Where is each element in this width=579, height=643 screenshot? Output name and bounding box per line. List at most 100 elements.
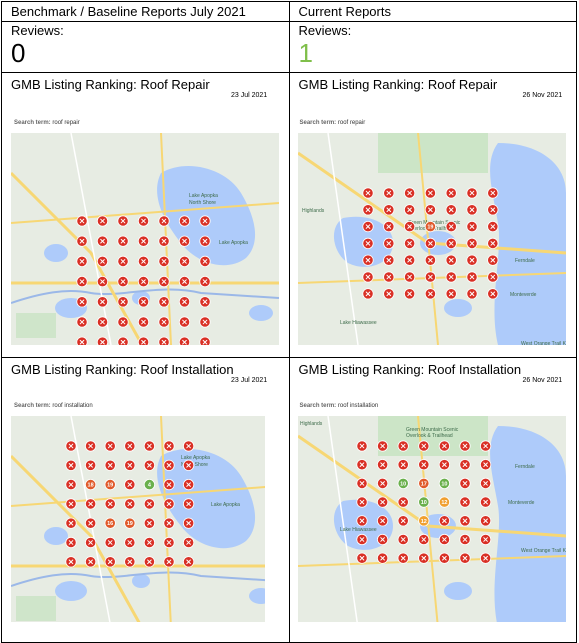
ranking-pin: 18 [85, 478, 97, 491]
current-roof-repair-cell: GMB Listing Ranking: Roof Repair 26 Nov … [288, 72, 577, 358]
road [70, 133, 112, 345]
unranked-x-icon [441, 555, 447, 561]
unranked-x-icon [448, 241, 453, 246]
ranking-pin: 10 [417, 496, 429, 508]
unranked-x-icon [68, 443, 74, 449]
search-term-label: Search term: [14, 403, 51, 409]
unranked-x-icon [141, 299, 146, 305]
unranked-x-icon [462, 555, 467, 561]
ranking-pin [85, 536, 97, 549]
current-reviews-count: 1 [298, 38, 313, 68]
place-label: Ferndale [515, 464, 535, 470]
road [11, 202, 279, 224]
ranking-pin [104, 536, 116, 549]
unranked-x-icon [441, 462, 447, 467]
unranked-x-icon [127, 559, 133, 565]
pin-circle [143, 478, 155, 491]
unranked-x-icon [365, 257, 370, 263]
unranked-x-icon [107, 540, 113, 545]
map-title: GMB Listing Ranking: Roof Repair [298, 77, 498, 92]
pin-circle [178, 336, 191, 345]
unranked-x-icon [406, 241, 412, 246]
ranking-map[interactable]: Lake Apopka North Shore Lake Apopka 18 19 4 16… [11, 416, 265, 622]
ranking-pin: 10 [438, 477, 450, 490]
unranked-x-icon [141, 279, 146, 284]
search-term: Search term: roof installation [14, 403, 93, 409]
ranking-pin: 4 [143, 478, 155, 491]
pin-circle [417, 477, 429, 490]
map-background [11, 416, 265, 622]
ranking-pin [199, 215, 211, 227]
ranking-pin: 19 [124, 517, 136, 529]
unranked-x-icon [490, 190, 495, 196]
ranking-pin [124, 478, 136, 491]
ranking-pin [65, 498, 77, 510]
ranking-pin [199, 255, 211, 267]
search-term-label: Search term: [299, 120, 337, 126]
unranked-x-icon [141, 259, 146, 264]
place-label: West Orange Trail Killarney Station [521, 341, 566, 345]
unranked-x-icon [68, 540, 74, 545]
pin-circle [85, 478, 97, 491]
unranked-x-icon [88, 540, 93, 545]
unranked-x-icon [120, 218, 126, 224]
unranked-x-icon [386, 241, 391, 246]
unranked-x-icon [68, 501, 74, 507]
unranked-x-icon [166, 443, 172, 449]
unranked-x-icon [100, 339, 105, 345]
ranking-pin [355, 440, 368, 452]
ranking-pin [104, 459, 116, 471]
ranking-pin [143, 459, 155, 471]
ranking-pin [76, 296, 88, 308]
search-term-value: roof repair [52, 120, 80, 126]
pin-circle [424, 221, 436, 233]
unranked-x-icon [482, 481, 488, 486]
ranking-pin [361, 254, 374, 266]
unranked-x-icon [462, 462, 467, 467]
baseline-roof-repair-cell: GMB Listing Ranking: Roof Repair 23 Jul … [1, 72, 290, 358]
ranking-pin [376, 533, 388, 546]
unranked-x-icon [202, 339, 208, 345]
unranked-x-icon [202, 279, 208, 284]
ranking-pin [403, 254, 415, 266]
unranked-x-icon [186, 482, 191, 487]
ranking-pin [376, 496, 388, 508]
pin-rank-label: 18 [88, 483, 94, 489]
unranked-x-icon [427, 274, 433, 280]
ranking-pin [163, 459, 175, 471]
unranked-x-icon [462, 443, 467, 449]
reviews-row: Reviews: 0 Reviews: 1 [1, 21, 577, 73]
ranking-pin [117, 336, 129, 345]
ranking-pin [486, 187, 498, 199]
unranked-x-icon [462, 499, 467, 505]
unranked-x-icon [88, 463, 93, 468]
ranking-pin [117, 215, 129, 227]
ranking-pin [137, 336, 150, 345]
ranking-pin: 10 [397, 477, 409, 490]
place-label: Ferndale [515, 258, 535, 264]
ranking-pin [361, 187, 374, 199]
ranking-pin [403, 187, 415, 199]
ranking-pin [183, 498, 195, 510]
unranked-x-icon [182, 319, 187, 325]
unranked-x-icon [141, 218, 146, 224]
unranked-x-icon [147, 463, 152, 468]
ranking-pin [376, 515, 388, 527]
park-area [377, 133, 488, 173]
current-reviews-cell: Reviews: 1 [288, 21, 577, 73]
pin-rank-label: 12 [420, 519, 426, 525]
place-label: Highlands [302, 208, 325, 214]
unranked-x-icon [406, 257, 412, 263]
ranking-pin [355, 515, 368, 527]
unranked-x-icon [427, 190, 433, 196]
unranked-x-icon [379, 499, 385, 505]
unranked-x-icon [100, 238, 105, 244]
unranked-x-icon [421, 462, 426, 467]
unranked-x-icon [68, 559, 74, 565]
lake-water [489, 143, 566, 345]
ranking-map[interactable]: Lake Apopka North Shore Lake Apopka [11, 133, 279, 345]
